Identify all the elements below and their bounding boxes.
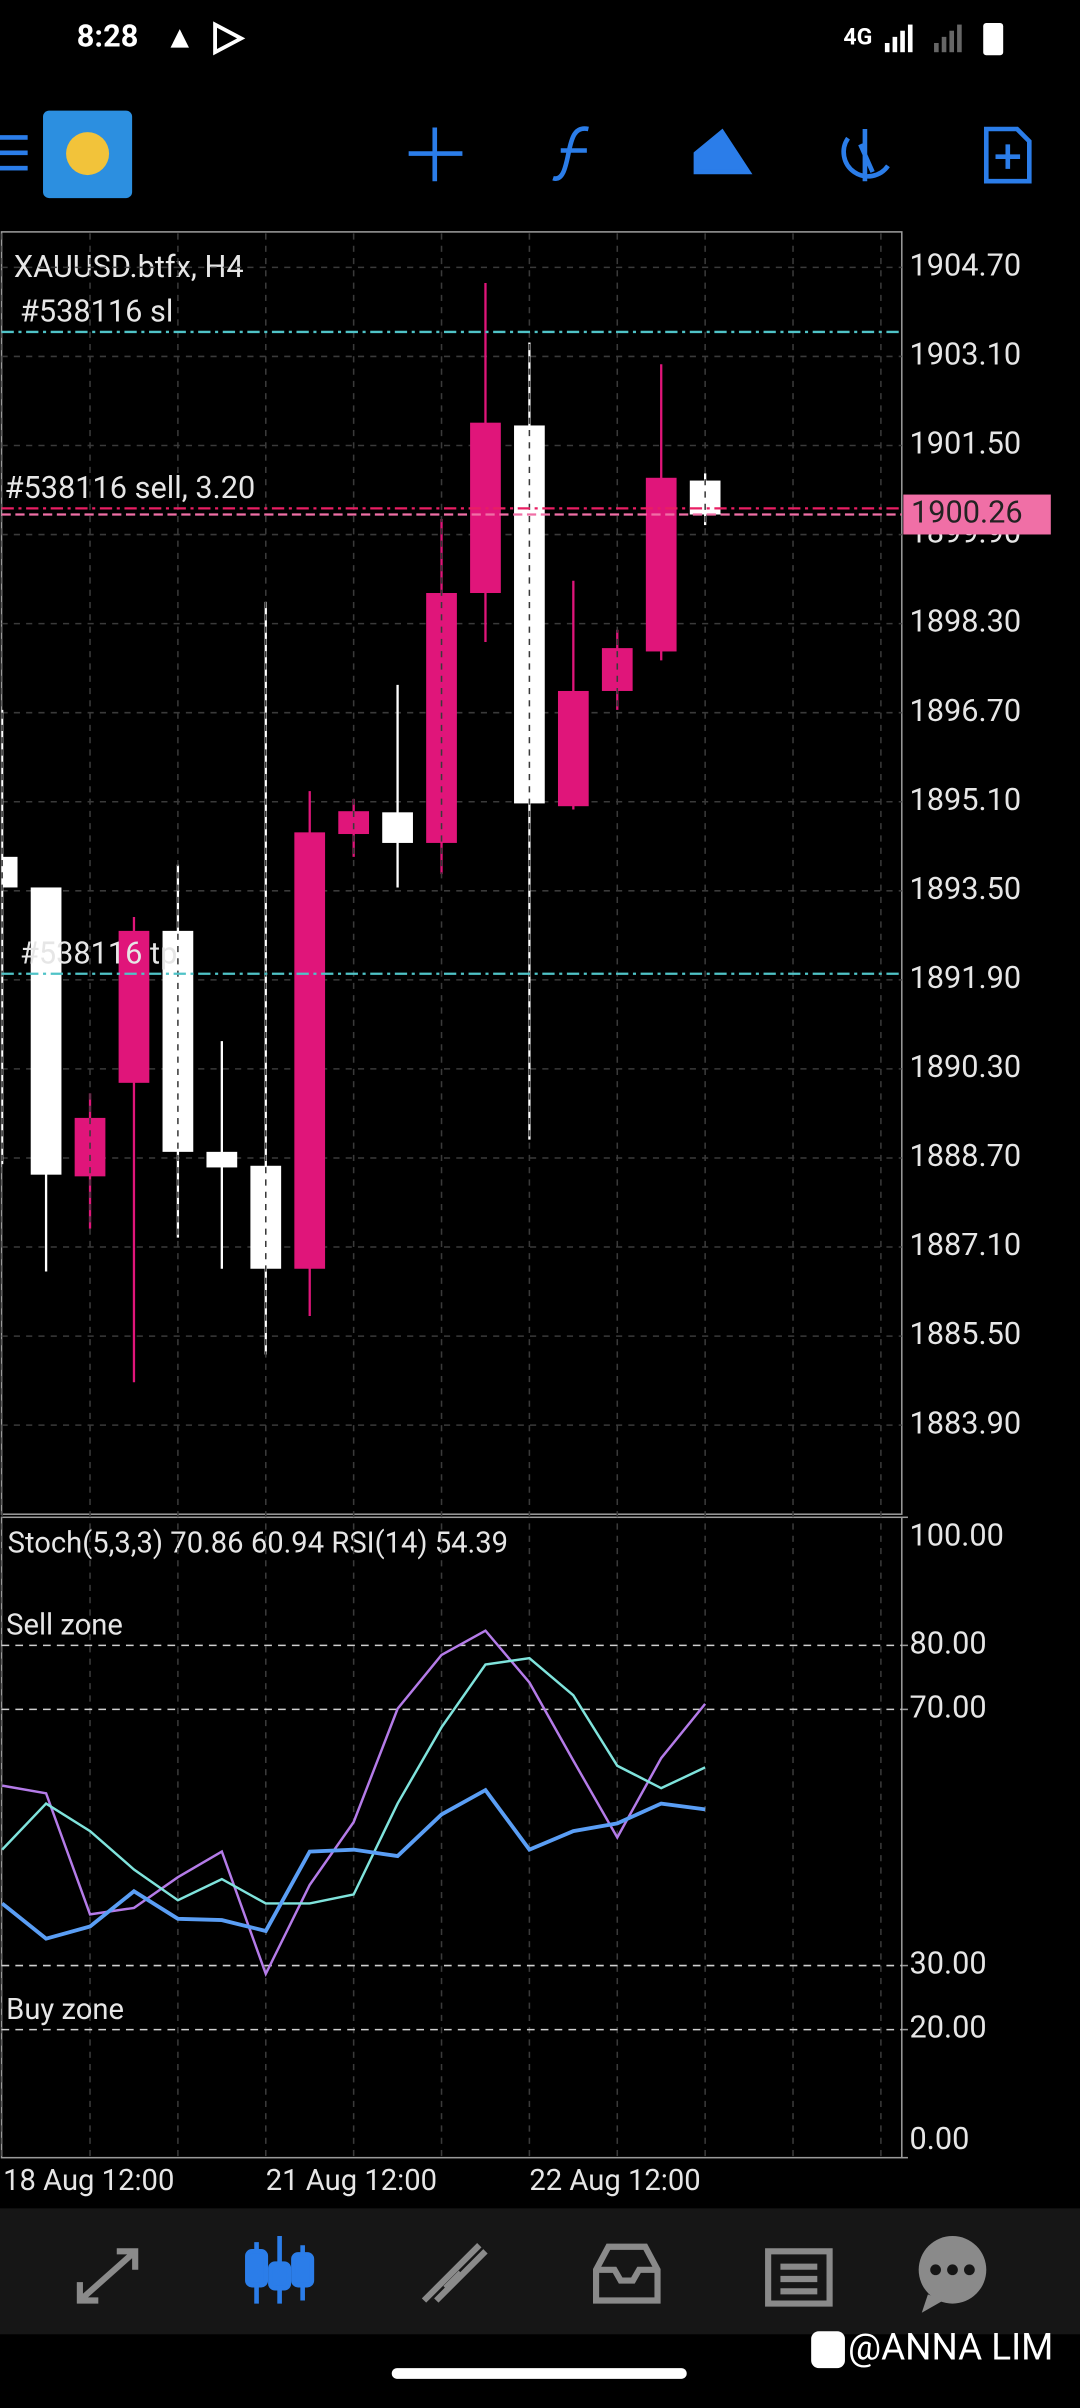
indicator-line (1, 1629, 707, 1978)
candle-body (645, 477, 677, 652)
crosshair-button[interactable] (408, 127, 463, 182)
candle-body (162, 930, 194, 1152)
candle-body (557, 690, 589, 807)
y-tick-label: 70.00 (909, 1691, 986, 1726)
alert-icon (170, 29, 189, 48)
indicator-line (1, 1787, 706, 1941)
y-tick-label: 1904.70 (909, 248, 1021, 283)
price-tag-label: 1900.26 (911, 496, 1023, 531)
chart-tab[interactable] (245, 2236, 315, 2304)
signal-icon (884, 24, 913, 53)
y-tick-label: 100.00 (909, 1518, 1003, 1553)
trade-tab[interactable] (421, 2243, 488, 2303)
indicator-button[interactable] (552, 126, 589, 181)
signal-icon-2 (934, 24, 962, 53)
watermark: @ANNA LIM (848, 2325, 1053, 2368)
y-tick-label: 1893.50 (909, 872, 1021, 907)
y-tick-label: 30.00 (909, 1947, 986, 1982)
menu-button[interactable] (0, 135, 28, 171)
candle-body (1, 856, 18, 888)
candle-body (338, 811, 370, 835)
zone-label: Sell zone (6, 1609, 123, 1643)
x-tick-label: 22 Aug 12:00 (529, 2164, 700, 2198)
battery (983, 23, 1004, 56)
y-tick-label: 1903.10 (909, 338, 1021, 373)
plot: 1904.701903.101901.501899.901898.301896.… (1, 233, 1051, 2198)
candle-body (118, 930, 150, 1083)
order-label: #538116 sl (20, 295, 173, 330)
indicator-line (1, 1656, 706, 1905)
y-tick-label: 1883.90 (909, 1406, 1021, 1441)
y-tick-label: 1896.70 (909, 694, 1021, 729)
bottom-nav (0, 2208, 1080, 2335)
candle-body (294, 832, 326, 1269)
y-tick-label: 80.00 (909, 1626, 986, 1661)
candle-body (382, 812, 413, 843)
app-logo (66, 132, 110, 176)
objects-button[interactable] (693, 128, 753, 175)
play-icon (213, 21, 246, 56)
watermark-icon (811, 2331, 845, 2369)
zone-label: Buy zone (6, 1993, 124, 2027)
lines (1, 1629, 707, 1978)
network: 4G (843, 23, 872, 50)
y-tick-label: 1901.50 (909, 427, 1021, 462)
y-tick-label: 1890.30 (909, 1050, 1021, 1085)
chat-tab[interactable] (918, 2236, 987, 2313)
y-tick-label: 20.00 (909, 2011, 986, 2046)
trade-button[interactable] (841, 129, 890, 182)
y-tick-label: 0.00 (909, 2122, 969, 2157)
candle-body (206, 1151, 238, 1168)
y-tick-label: 1885.50 (909, 1317, 1021, 1352)
clock: 8:28 (77, 20, 139, 55)
news-tab[interactable] (765, 2248, 833, 2307)
indicator-title: Stoch(5,3,3) 70.86 60.94 RSI(14) 54.39 (8, 1527, 508, 1561)
y-tick-label: 1887.10 (909, 1228, 1021, 1263)
new-order-button[interactable] (983, 126, 1032, 184)
order-label: #538116 sell, 3.20 (5, 471, 256, 506)
price-tag (903, 494, 1051, 535)
home-indicator (391, 2368, 687, 2379)
order-label: #538116 tp (20, 936, 177, 971)
candle-body (30, 887, 62, 1175)
history-tab[interactable] (593, 2243, 661, 2304)
indicator-panel (0, 1516, 903, 2159)
y-tick-label: 1895.10 (909, 783, 1021, 818)
x-tick-label: 18 Aug 12:00 (3, 2164, 174, 2198)
quotes-tab[interactable] (76, 2248, 139, 2304)
y-tick-label: 1898.30 (909, 605, 1021, 640)
y-tick-label: 1891.90 (909, 961, 1021, 996)
x-tick-label: 21 Aug 12:00 (266, 2164, 437, 2198)
y-tick-label: 1888.70 (909, 1139, 1021, 1174)
